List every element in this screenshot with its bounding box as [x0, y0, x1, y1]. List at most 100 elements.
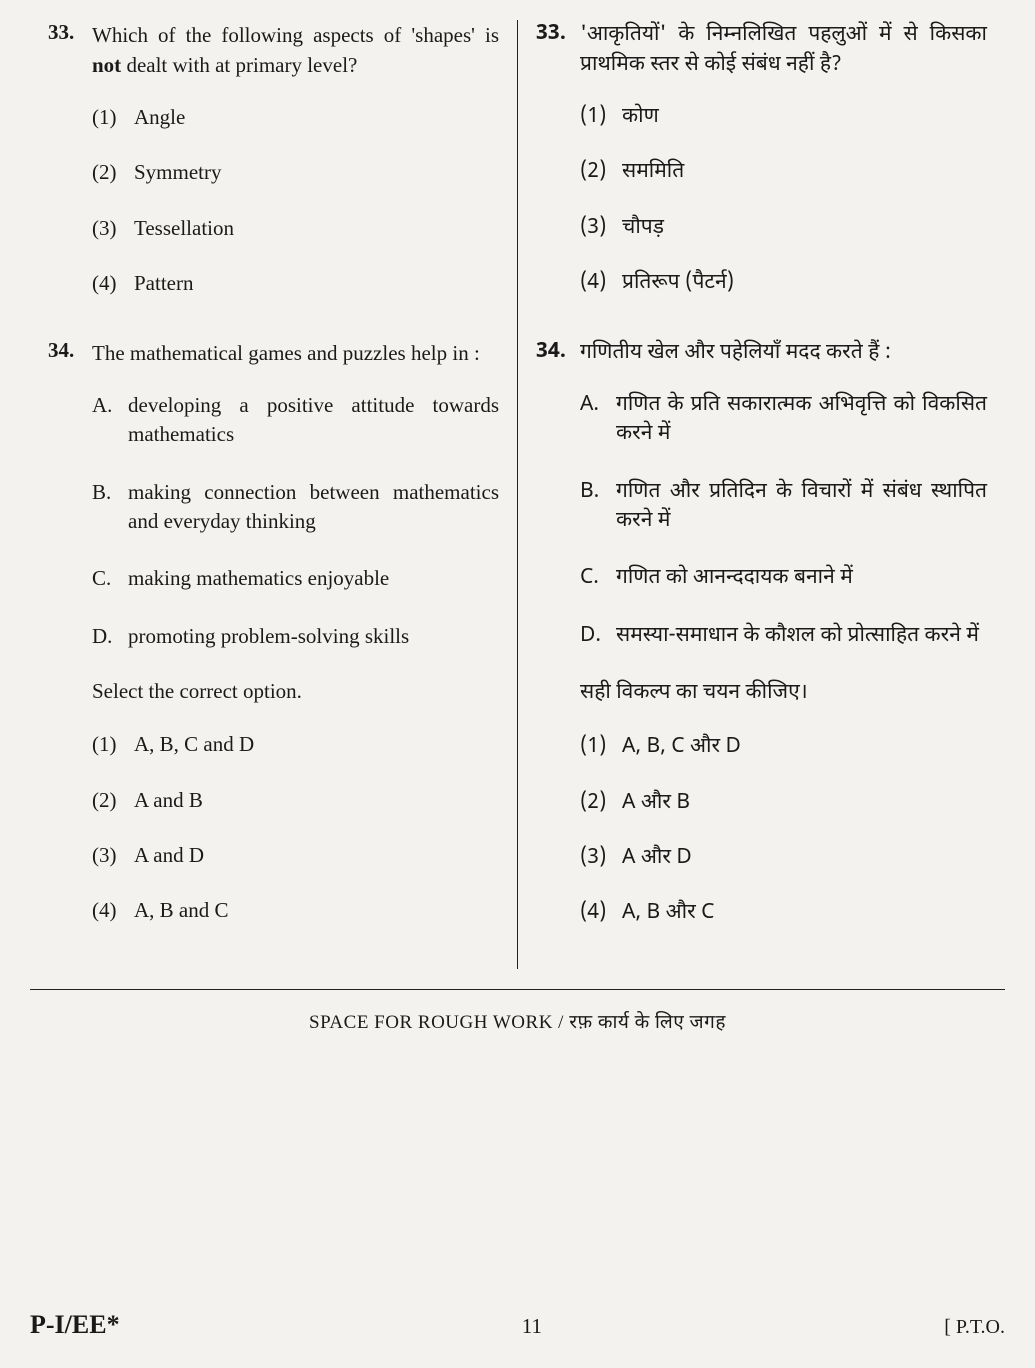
sub-option-text: making mathematics enjoyable [128, 564, 499, 593]
option-1: (1)Angle [92, 103, 499, 132]
question-33-hi: 33. 'आकृतियों' के निम्नलिखित पहलुओं में … [536, 20, 987, 298]
question-text: 'आकृतियों' के निम्नलिखित पहलुओं में से क… [580, 20, 987, 81]
option-label: (4) [580, 269, 622, 298]
sub-option-label: D. [580, 622, 616, 651]
options-list: (1)कोण (2)सममिति (3)चौपड़ (4)प्रतिरूप (प… [536, 103, 987, 299]
sub-option-d: D.समस्या-समाधान के कौशल को प्रोत्साहित क… [580, 622, 987, 651]
option-text: A और B [622, 789, 987, 818]
option-text: Tessellation [134, 214, 499, 243]
option-3: (3)Tessellation [92, 214, 499, 243]
question-number: 34. [48, 338, 92, 363]
option-1: (1)A, B, C और D [580, 733, 987, 762]
question-number: 33. [48, 20, 92, 45]
question-header: 33. Which of the following aspects of 's… [48, 20, 499, 81]
options-list: (1)Angle (2)Symmetry (3)Tessellation (4)… [48, 103, 499, 299]
option-label: (2) [92, 786, 134, 815]
instruction-text: सही विकल्प का चयन कीजिए। [536, 679, 987, 707]
option-2: (2)Symmetry [92, 158, 499, 187]
option-4: (4)A, B and C [92, 896, 499, 925]
answer-options-list: (1)A, B, C and D (2)A and B (3)A and D (… [48, 730, 499, 926]
option-label: (4) [580, 899, 622, 928]
sub-option-text: समस्या-समाधान के कौशल को प्रोत्साहित करन… [616, 622, 987, 651]
option-text: A and D [134, 841, 499, 870]
option-text: Angle [134, 103, 499, 132]
option-label: (1) [580, 103, 622, 132]
option-text: A, B, C और D [622, 733, 987, 762]
paper-code: P-I/EE* [30, 1310, 120, 1340]
option-label: (3) [92, 214, 134, 243]
option-1: (1)A, B, C and D [92, 730, 499, 759]
question-34-en: 34. The mathematical games and puzzles h… [48, 338, 499, 925]
option-text: Symmetry [134, 158, 499, 187]
sub-option-text: developing a positive attitude towards m… [128, 391, 499, 450]
sub-option-text: गणित के प्रति सकारात्मक अभिवृत्ति को विक… [616, 391, 987, 450]
text-bold: not [92, 53, 121, 77]
sub-option-a: A.गणित के प्रति सकारात्मक अभिवृत्ति को व… [580, 391, 987, 450]
option-text: प्रतिरूप (पैटर्न) [622, 269, 987, 298]
sub-option-b: B.गणित और प्रतिदिन के विचारों में संबंध … [580, 478, 987, 537]
answer-options-list: (1)A, B, C और D (2)A और B (3)A और D (4)A… [536, 733, 987, 929]
text-post: dealt with at primary level? [121, 53, 357, 77]
option-text: A और D [622, 844, 987, 873]
question-header: 33. 'आकृतियों' के निम्नलिखित पहलुओं में … [536, 20, 987, 81]
question-header: 34. गणितीय खेल और पहेलियाँ मदद करते हैं … [536, 338, 987, 368]
question-number: 34. [536, 338, 580, 366]
option-label: (2) [580, 789, 622, 818]
sub-option-label: A. [580, 391, 616, 420]
option-label: (3) [92, 841, 134, 870]
option-3: (3)A and D [92, 841, 499, 870]
sub-option-text: गणित को आनन्ददायक बनाने में [616, 564, 987, 593]
question-text: Which of the following aspects of 'shape… [92, 20, 499, 81]
option-text: सममिति [622, 158, 987, 187]
text-pre: Which of the following aspects of 'shape… [92, 23, 499, 47]
sub-option-label: C. [92, 564, 128, 593]
sub-options-list: A.developing a positive attitude towards… [48, 391, 499, 651]
option-4: (4)Pattern [92, 269, 499, 298]
sub-option-label: B. [92, 478, 128, 507]
option-2: (2)A और B [580, 789, 987, 818]
option-3: (3)चौपड़ [580, 214, 987, 243]
instruction-text: Select the correct option. [48, 679, 499, 704]
option-text: A, B और C [622, 899, 987, 928]
option-label: (1) [92, 103, 134, 132]
option-3: (3)A और D [580, 844, 987, 873]
sub-option-text: promoting problem-solving skills [128, 622, 499, 651]
option-label: (3) [580, 214, 622, 243]
exam-page: 33. Which of the following aspects of 's… [0, 0, 1035, 1034]
option-2: (2)A and B [92, 786, 499, 815]
sub-option-a: A.developing a positive attitude towards… [92, 391, 499, 450]
option-2: (2)सममिति [580, 158, 987, 187]
two-column-layout: 33. Which of the following aspects of 's… [30, 20, 1005, 990]
sub-options-list: A.गणित के प्रति सकारात्मक अभिवृत्ति को व… [536, 391, 987, 651]
rough-work-label: SPACE FOR ROUGH WORK / रफ़ कार्य के लिए … [30, 1008, 1005, 1034]
pto-label: [ P.T.O. [944, 1316, 1005, 1339]
question-number: 33. [536, 20, 580, 48]
sub-option-d: D.promoting problem-solving skills [92, 622, 499, 651]
option-label: (2) [580, 158, 622, 187]
question-text: The mathematical games and puzzles help … [92, 338, 480, 368]
option-text: A, B, C and D [134, 730, 499, 759]
option-label: (2) [92, 158, 134, 187]
option-label: (4) [92, 896, 134, 925]
page-number: 11 [522, 1314, 542, 1339]
option-text: कोण [622, 103, 987, 132]
option-1: (1)कोण [580, 103, 987, 132]
page-footer: P-I/EE* 11 [ P.T.O. [0, 1310, 1035, 1340]
question-header: 34. The mathematical games and puzzles h… [48, 338, 499, 368]
option-4: (4)A, B और C [580, 899, 987, 928]
sub-option-label: C. [580, 564, 616, 593]
option-label: (4) [92, 269, 134, 298]
sub-option-c: C.making mathematics enjoyable [92, 564, 499, 593]
sub-option-text: making connection between mathematics an… [128, 478, 499, 537]
sub-option-c: C.गणित को आनन्ददायक बनाने में [580, 564, 987, 593]
question-33-en: 33. Which of the following aspects of 's… [48, 20, 499, 298]
question-text: गणितीय खेल और पहेलियाँ मदद करते हैं : [580, 338, 891, 368]
option-text: चौपड़ [622, 214, 987, 243]
sub-option-label: D. [92, 622, 128, 651]
sub-option-label: B. [580, 478, 616, 507]
option-label: (1) [580, 733, 622, 762]
hindi-column: 33. 'आकृतियों' के निम्नलिखित पहलुओं में … [518, 20, 1005, 969]
option-4: (4)प्रतिरूप (पैटर्न) [580, 269, 987, 298]
option-text: A, B and C [134, 896, 499, 925]
option-text: Pattern [134, 269, 499, 298]
